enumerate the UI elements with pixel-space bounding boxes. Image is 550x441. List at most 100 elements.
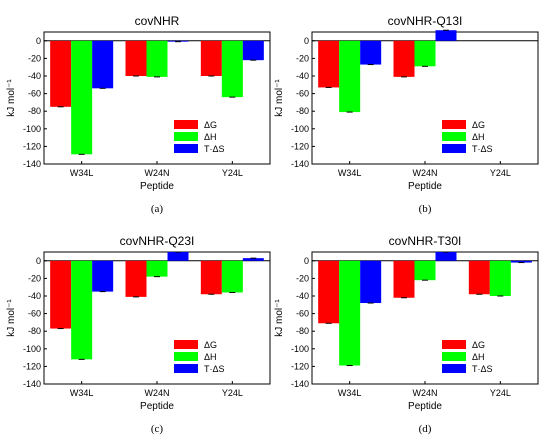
legend-swatch	[174, 364, 198, 373]
y-tick-label: 0	[36, 36, 41, 46]
x-tick-label: W24N	[144, 388, 169, 398]
bar-w24n-series-0	[125, 260, 147, 297]
y-tick-label: -20	[296, 273, 309, 283]
y-tick-label: -40	[28, 71, 41, 81]
bar-w34l-series-0	[318, 260, 340, 324]
y-tick-label: -100	[23, 124, 41, 134]
bar-w34l-series-1	[339, 40, 361, 113]
chart-panel-b: 0 -20 -40 -60 -80 -100 -120 -140 W34L W24N Y24L cov…	[274, 14, 539, 215]
bar-w24n-series-2	[167, 252, 189, 261]
legend-label: ΔG	[204, 340, 217, 350]
x-tick-label: Y24L	[490, 168, 511, 178]
x-tick-label: W34L	[70, 168, 94, 178]
bar-w24n-series-1	[146, 260, 168, 277]
y-axis-label: kJ mol⁻¹	[6, 299, 17, 337]
x-tick-label: W24N	[412, 168, 437, 178]
panel-caption: (d)	[419, 423, 432, 435]
legend-label: ΔH	[204, 352, 217, 362]
y-tick-label: -60	[296, 89, 309, 99]
y-tick-label: -100	[291, 124, 309, 134]
x-axis-label: Peptide	[140, 401, 174, 412]
legend-label: ΔG	[472, 120, 485, 130]
y-tick-label: 0	[36, 256, 41, 266]
chart-panel-d: 0 -20 -40 -60 -80 -100 -120 -140 W34L W24N Y24L cov…	[274, 234, 539, 435]
bar-w34l-series-0	[50, 40, 72, 107]
bar-w24n-series-2	[435, 252, 457, 261]
chart-panel-c: 0 -20 -40 -60 -80 -100 -120 -140 W34L W24N Y24L cov…	[6, 234, 271, 435]
y-tick-label: -60	[296, 309, 309, 319]
y-tick-label: -100	[23, 344, 41, 354]
y-tick-label: -20	[28, 273, 41, 283]
bar-y24l-series-1	[221, 260, 243, 293]
legend-swatch	[174, 352, 198, 361]
x-tick-label: W24N	[144, 168, 169, 178]
panel-caption: (b)	[419, 203, 432, 215]
legend-label: T·ΔS	[472, 364, 493, 374]
bar-w34l-series-2	[360, 40, 382, 65]
bar-y24l-series-0	[200, 40, 222, 76]
legend-label: ΔH	[472, 132, 485, 142]
legend-label: ΔG	[472, 340, 485, 350]
legend-swatch	[442, 120, 466, 129]
bar-y24l-series-2	[242, 258, 264, 261]
x-tick-label: W34L	[70, 388, 94, 398]
y-axis-label: kJ mol⁻¹	[274, 299, 285, 337]
y-tick-label: -80	[28, 326, 41, 336]
x-tick-label: W34L	[338, 388, 362, 398]
x-axis-label: Peptide	[140, 181, 174, 192]
bar-w24n-series-0	[393, 260, 415, 298]
x-tick-label: Y24L	[490, 388, 511, 398]
y-tick-label: -40	[28, 291, 41, 301]
chart-title: covNHR-T30I	[389, 234, 462, 248]
legend-swatch	[442, 364, 466, 373]
bar-w34l-series-2	[92, 40, 114, 89]
y-tick-label: -40	[296, 291, 309, 301]
y-tick-label: -140	[291, 159, 309, 169]
legend-swatch	[174, 144, 198, 153]
y-tick-label: -140	[23, 379, 41, 389]
legend-label: ΔH	[204, 132, 217, 142]
y-tick-label: -20	[296, 53, 309, 63]
bar-y24l-series-2	[242, 40, 264, 61]
bar-w24n-series-1	[414, 260, 436, 281]
y-tick-label: 0	[304, 36, 309, 46]
x-axis-label: Peptide	[408, 181, 442, 192]
y-tick-label: -20	[28, 53, 41, 63]
y-tick-label: -80	[296, 326, 309, 336]
legend-swatch	[442, 144, 466, 153]
bar-y24l-series-0	[468, 260, 490, 295]
bar-w34l-series-0	[318, 40, 340, 88]
panel-caption: (a)	[151, 203, 164, 215]
y-tick-label: -60	[28, 309, 41, 319]
legend-swatch	[174, 120, 198, 129]
bar-y24l-series-0	[200, 260, 222, 295]
bar-w34l-series-2	[92, 260, 114, 292]
legend-swatch	[442, 340, 466, 349]
y-tick-label: 0	[304, 256, 309, 266]
legend-swatch	[174, 340, 198, 349]
x-tick-label: Y24L	[222, 168, 243, 178]
bar-w24n-series-1	[146, 40, 168, 77]
y-tick-label: -40	[296, 71, 309, 81]
bar-w34l-series-0	[50, 260, 72, 329]
chart-panel-a: 0 -20 -40 -60 -80 -100 -120 -140 W34L W24N Y24L cov…	[6, 14, 271, 215]
y-tick-label: -120	[23, 141, 41, 151]
y-tick-label: -100	[291, 344, 309, 354]
y-tick-label: -120	[291, 141, 309, 151]
chart-title: covNHR-Q13I	[388, 14, 463, 28]
bar-w34l-series-1	[71, 260, 93, 360]
y-tick-label: -80	[296, 106, 309, 116]
legend-swatch	[174, 132, 198, 141]
x-axis-label: Peptide	[408, 401, 442, 412]
legend-label: T·ΔS	[204, 364, 225, 374]
y-tick-label: -140	[23, 159, 41, 169]
legend-label: T·ΔS	[204, 144, 225, 154]
bar-w34l-series-1	[339, 260, 361, 366]
bar-y24l-series-1	[221, 40, 243, 98]
bar-w24n-series-1	[414, 40, 436, 67]
panel-caption: (c)	[151, 423, 164, 435]
bar-w24n-series-2	[435, 30, 457, 41]
y-tick-label: -120	[291, 361, 309, 371]
bar-w34l-series-1	[71, 40, 93, 155]
